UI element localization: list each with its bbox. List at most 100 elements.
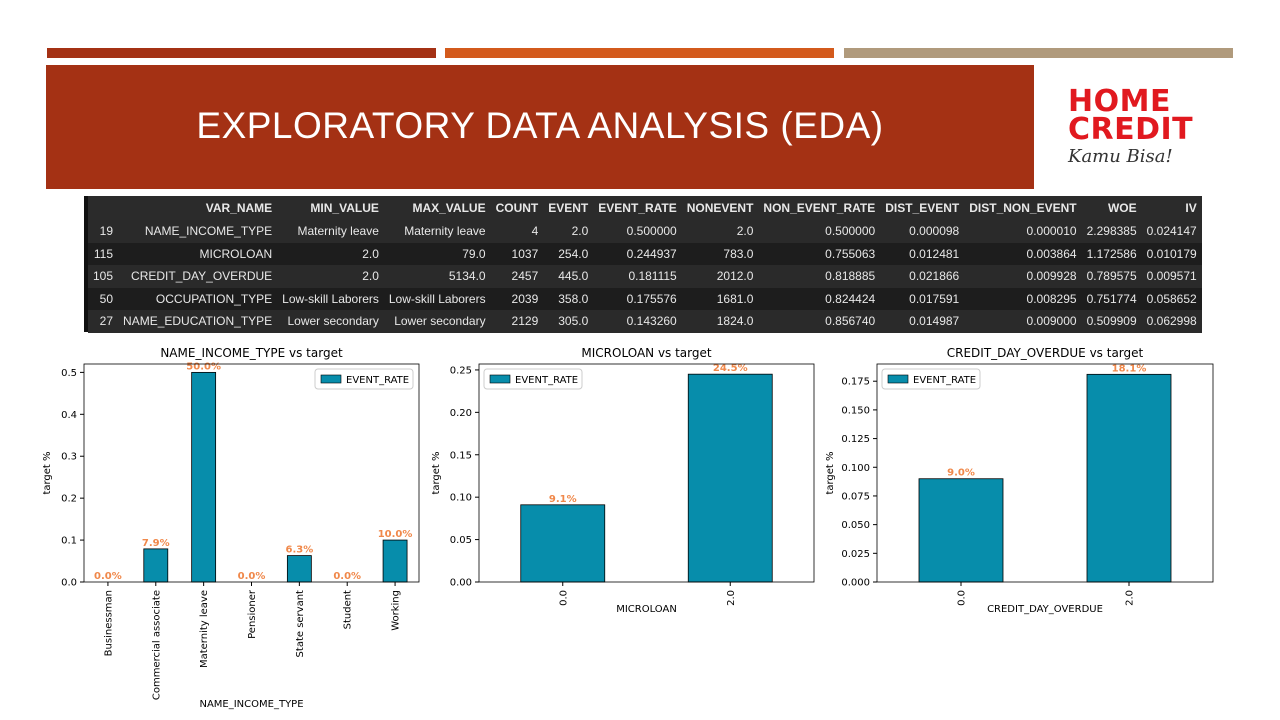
bar-value-label: 50.0% (186, 361, 221, 372)
column-header: DIST_NON_EVENT (964, 196, 1082, 220)
legend-swatch (320, 374, 342, 384)
x-tick-label: Pensioner (247, 589, 258, 639)
legend-box (881, 368, 981, 390)
table-cell: 4 (490, 220, 544, 243)
bar-value-label: 0.0% (94, 571, 122, 582)
table-cell: 783.0 (681, 242, 759, 265)
column-header: EVENT_RATE (593, 196, 682, 220)
accent-stripe-tan (844, 48, 1233, 58)
table-cell: Lower secondary (277, 310, 384, 333)
table-cell: 0.062998 (1141, 310, 1202, 333)
column-header (88, 196, 119, 220)
bar-value-label: 9.0% (947, 468, 975, 479)
x-tick-label: 2.0 (726, 590, 737, 606)
table-cell: Low-skill Laborers (277, 287, 384, 310)
table-cell: 0.824424 (758, 287, 881, 310)
y-tick-label: 0.00 (450, 578, 472, 589)
x-tick-label: 0.0 (558, 590, 569, 606)
table-cell: 2.0 (681, 220, 759, 243)
table-cell: 0.755063 (758, 242, 881, 265)
table-cell: 19 (88, 220, 119, 243)
y-tick-label: 0.25 (450, 365, 472, 376)
table-cell: 0.003864 (964, 242, 1082, 265)
table-cell: 0.058652 (1141, 287, 1202, 310)
y-axis-label: target % (825, 451, 836, 494)
table-cell: 2457 (490, 265, 544, 288)
table-cell: 2.0 (277, 242, 384, 265)
table-cell: 0.008295 (964, 287, 1082, 310)
legend-label: EVENT_RATE (913, 375, 976, 386)
table-cell: 2.0 (277, 265, 384, 288)
table-cell: 79.0 (383, 242, 491, 265)
column-header: WOE (1081, 196, 1142, 220)
table-cell: 0.751774 (1081, 287, 1142, 310)
table-cell: 2039 (490, 287, 544, 310)
x-tick-label: Student (343, 590, 354, 629)
table-cell: 0.500000 (593, 220, 682, 243)
table-cell: 2129 (490, 310, 544, 333)
table-cell: 0.017591 (880, 287, 965, 310)
table-cell: Maternity leave (277, 220, 384, 243)
y-tick-label: 0.20 (450, 408, 472, 419)
table-row: 27 NAME_EDUCATION_TYPE Lower secondary Lowe… (88, 310, 1202, 333)
table-cell: 0.014987 (880, 310, 965, 333)
table-cell: NAME_INCOME_TYPE (118, 220, 278, 243)
table-cell: 1037 (490, 242, 544, 265)
logo-line-2: CREDIT (1068, 112, 1194, 147)
y-tick-label: 0.000 (841, 578, 870, 589)
table-row: 115 MICROLOAN 2.0 79.0 1037 254.0 0.244937 783.… (88, 242, 1202, 265)
table-cell: 5134.0 (383, 265, 491, 288)
table-cell: OCCUPATION_TYPE (118, 287, 278, 310)
y-tick-label: 0.025 (841, 549, 870, 560)
table-cell: 105 (88, 265, 119, 288)
x-tick-label: 2.0 (1125, 590, 1136, 606)
y-axis-label: target % (431, 451, 442, 494)
table-cell: 0.244937 (593, 242, 682, 265)
y-tick-label: 0.2 (61, 494, 77, 505)
bar (918, 478, 1004, 583)
bar-value-label: 18.1% (1112, 363, 1147, 374)
home-credit-logo: HOME CREDIT Kamu Bisa! (1064, 84, 1214, 174)
column-header: NON_EVENT_RATE (758, 196, 881, 220)
table-cell: 2012.0 (681, 265, 759, 288)
table-row: 19 NAME_INCOME_TYPE Maternity leave Materni… (88, 220, 1202, 243)
table-cell: Low-skill Laborers (383, 287, 491, 310)
bar (191, 371, 217, 583)
x-tick-label: 0.0 (957, 590, 968, 606)
table-cell: 0.021866 (880, 265, 965, 288)
chart-title: MICROLOAN vs target (581, 346, 711, 360)
column-header: IV (1141, 196, 1202, 220)
bar-value-label: 7.9% (142, 538, 170, 549)
table-cell: 50 (88, 287, 119, 310)
column-header: NONEVENT (681, 196, 759, 220)
bar (1086, 373, 1172, 583)
table-cell: 0.143260 (593, 310, 682, 333)
y-tick-label: 0.0 (61, 578, 77, 589)
y-tick-label: 0.4 (61, 410, 77, 421)
chart-credit-day-overdue: CREDIT_DAY_OVERDUE vs target 0.000 0.025 0.… (825, 346, 1214, 615)
table-cell: Maternity leave (383, 220, 491, 243)
logo-tagline: Kamu Bisa! (1068, 146, 1173, 167)
column-header: EVENT (543, 196, 594, 220)
axes-frame (478, 363, 815, 583)
table-cell: 1.172586 (1081, 242, 1142, 265)
page-title: EXPLORATORY DATA ANALYSIS (EDA) (196, 105, 884, 146)
table-row: 50 OCCUPATION_TYPE Low-skill Laborers Low-s… (88, 287, 1202, 310)
table-cell: NAME_EDUCATION_TYPE (118, 310, 278, 333)
x-tick-label: Businessman (103, 590, 114, 656)
x-tick-label: Maternity leave (199, 590, 210, 668)
column-header: COUNT (490, 196, 544, 220)
table-cell: 2.298385 (1081, 220, 1142, 243)
x-axis-label: CREDIT_DAY_OVERDUE (987, 604, 1103, 615)
y-tick-label: 0.175 (841, 377, 870, 388)
table-header-row: VAR_NAME MIN_VALUE MAX_VALUE COUNT EVENT EVEN… (88, 196, 1202, 220)
table-cell: 1824.0 (681, 310, 759, 333)
table-cell: 0.509909 (1081, 310, 1142, 333)
logo-line-1: HOME (1068, 84, 1171, 119)
legend-box (314, 368, 414, 390)
y-tick-label: 0.150 (841, 405, 870, 416)
table-cell: 0.000010 (964, 220, 1082, 243)
y-tick-label: 0.05 (450, 535, 472, 546)
column-header: DIST_EVENT (880, 196, 965, 220)
column-header: MAX_VALUE (383, 196, 491, 220)
